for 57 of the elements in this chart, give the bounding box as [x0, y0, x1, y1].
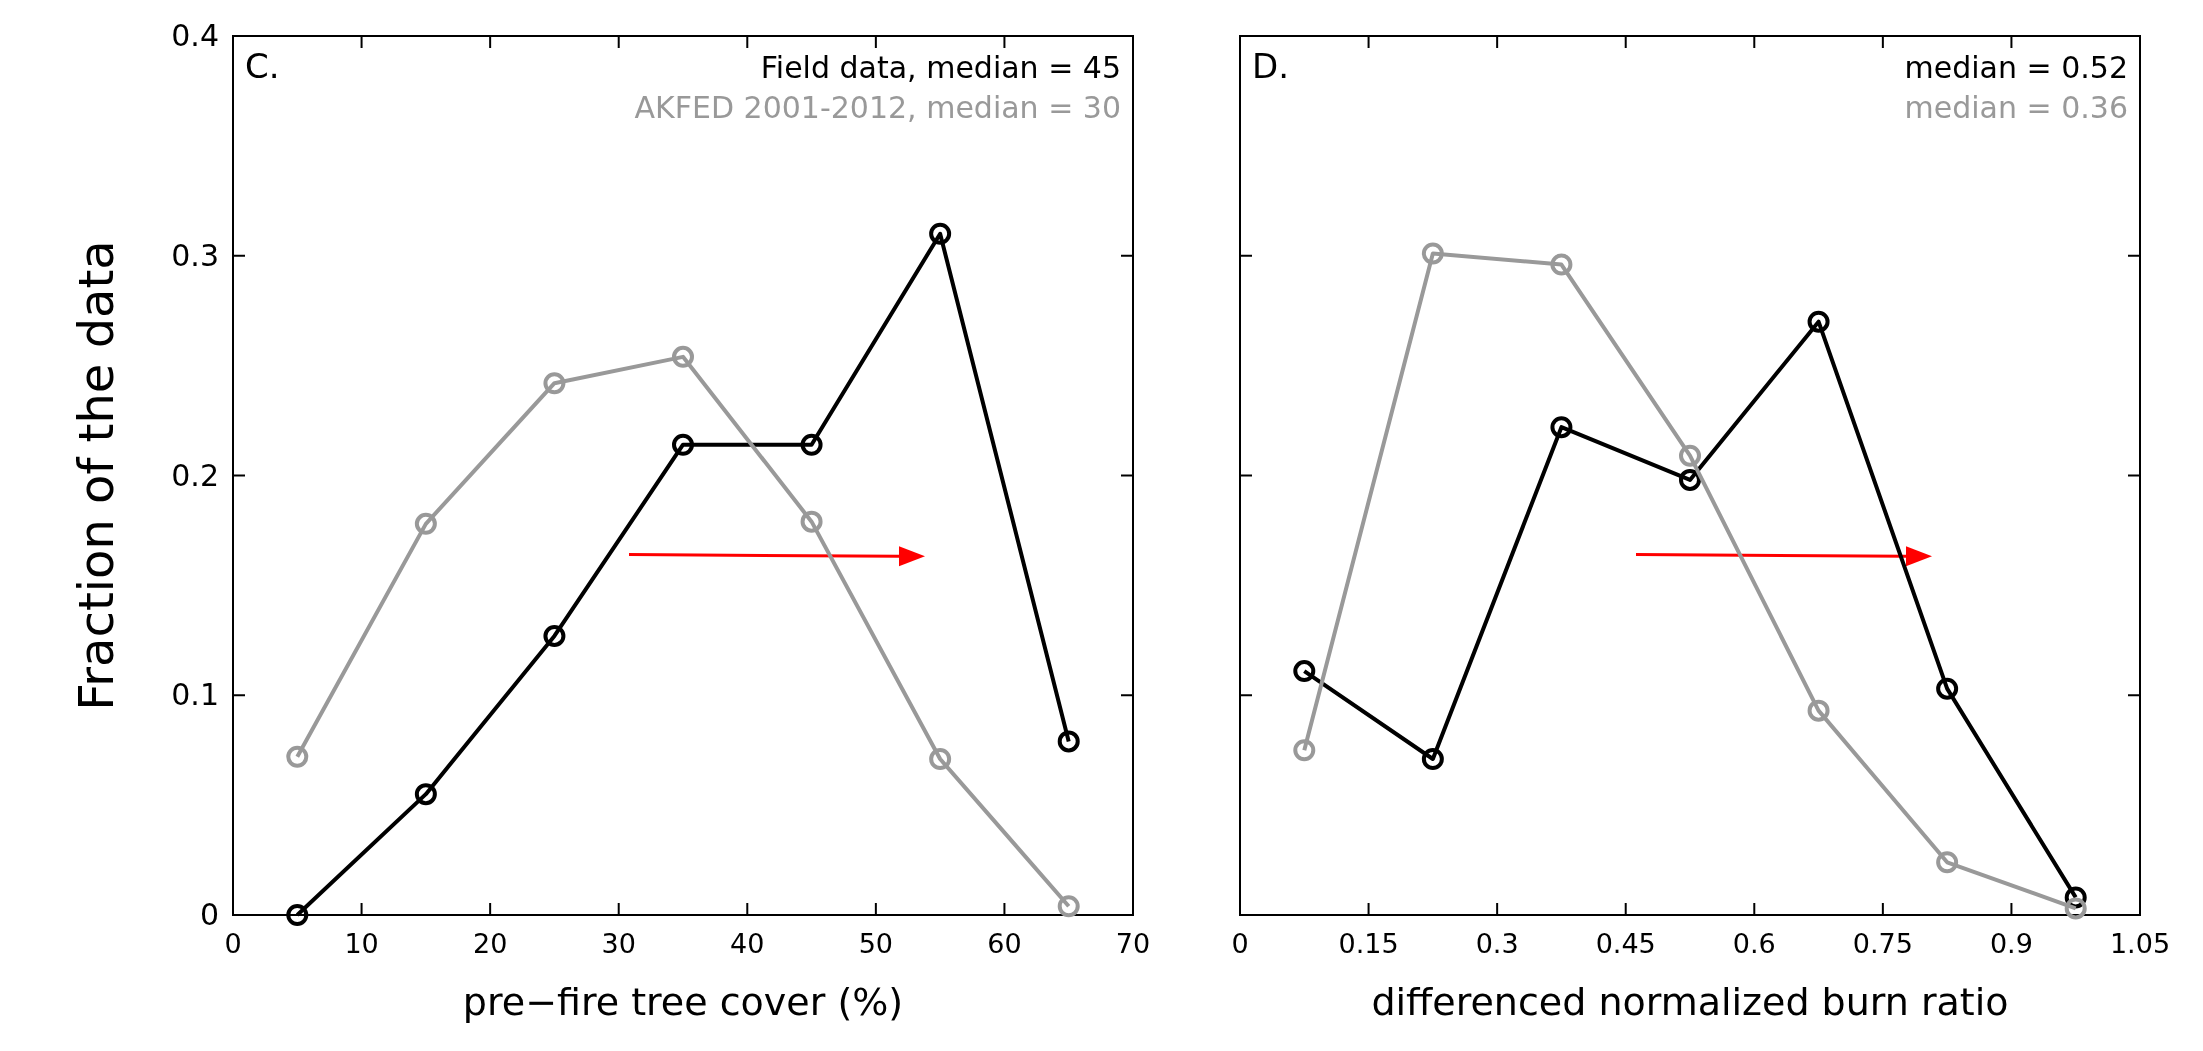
text: median = 0.36: [1904, 90, 2128, 125]
x-tick-label: 0: [224, 928, 242, 959]
y-tick-label: 0: [199, 897, 219, 932]
point: [1550, 253, 1573, 276]
point: [1679, 468, 1701, 491]
legend-label: Field data, median = 45: [760, 50, 1121, 85]
point: [1293, 739, 1316, 762]
point: [1057, 895, 1080, 918]
annotation: C.: [245, 46, 280, 86]
x-tick-label: 0.75: [1852, 928, 1913, 959]
point: [1936, 677, 1959, 700]
y-tick-label: 0.1: [171, 677, 219, 713]
x-tick-label: 0.6: [1732, 928, 1776, 959]
x-axis-title: differenced normalized burn ratio: [1371, 980, 2009, 1024]
x-tick-label: 20: [472, 928, 508, 959]
x-tick-label: 70: [1115, 928, 1151, 959]
point: [1057, 730, 1080, 753]
point: [1936, 851, 1959, 874]
point: [800, 433, 823, 456]
point: [1807, 310, 1830, 333]
point: [286, 904, 309, 926]
x-tick-label: 0.9: [1989, 928, 2033, 959]
y-tick-label: 0.4: [171, 18, 219, 53]
x-tick-label: 0.45: [1595, 928, 1656, 959]
point: [1679, 444, 1701, 467]
x-tick-label: 50: [858, 928, 894, 959]
x-tick-label: 1.05: [2109, 928, 2171, 959]
x-tick-label: 30: [601, 928, 636, 959]
legend-label: median = 0.52: [1904, 50, 2128, 85]
point: [543, 624, 566, 647]
point: [414, 512, 437, 535]
point: [543, 372, 566, 395]
point: [286, 745, 309, 768]
point: [1807, 699, 1830, 722]
x-tick-label: 0.3: [1475, 928, 1519, 959]
point: [929, 747, 952, 770]
point: [672, 433, 694, 456]
x-tick-label: 0: [1231, 928, 1249, 959]
y-axis-title: Fraction of the data: [68, 240, 124, 711]
point: [414, 783, 437, 806]
x-tick-label: 40: [730, 928, 765, 959]
x-tick-label: 10: [344, 928, 379, 959]
point: [929, 222, 952, 245]
point: [1421, 747, 1444, 770]
point: [1293, 660, 1316, 683]
text: AKFED 2001-2012, median = 30: [634, 90, 1121, 125]
x-axis-title: pre−fire tree cover (%): [462, 980, 904, 1024]
x-tick-label: 60: [987, 928, 1022, 959]
point: [1421, 242, 1444, 265]
point: [2064, 897, 2087, 920]
y-tick-label: 0.3: [171, 237, 219, 273]
point: [800, 510, 823, 533]
point: [672, 345, 694, 368]
point: [1550, 416, 1573, 439]
y-tick-label: 0.2: [171, 457, 219, 493]
annotation: D.: [1252, 46, 1289, 86]
x-tick-label: 0.15: [1338, 928, 1399, 959]
